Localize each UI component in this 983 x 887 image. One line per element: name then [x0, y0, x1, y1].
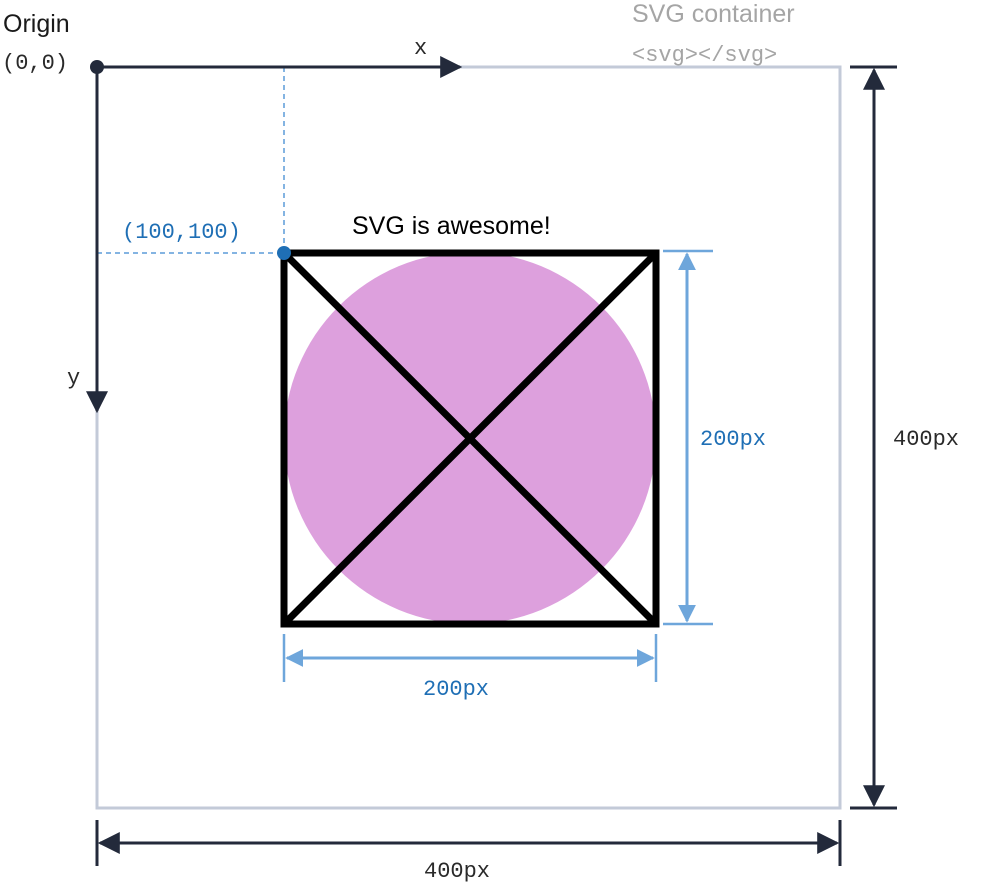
diagonal-line-2 — [281, 250, 659, 627]
container-tag: <svg></svg> — [632, 43, 777, 68]
svg-container-border — [95, 65, 842, 810]
square-height-label: 200px — [700, 427, 766, 452]
point-coords-label: (100,100) — [122, 220, 241, 245]
origin-coords: (0,0) — [2, 51, 68, 76]
point-marker-icon — [277, 246, 291, 260]
square-width-label: 200px — [423, 677, 489, 702]
origin-title: Origin — [3, 10, 70, 38]
container-height-label: 400px — [893, 427, 959, 452]
container-title: SVG container — [632, 0, 795, 28]
y-axis-label: y — [67, 366, 80, 391]
shape-text: SVG is awesome! — [352, 212, 551, 240]
x-axis-label: x — [414, 36, 427, 61]
origin-point-icon — [90, 60, 104, 74]
black-square — [280, 249, 660, 628]
container-width-label: 400px — [424, 859, 490, 884]
